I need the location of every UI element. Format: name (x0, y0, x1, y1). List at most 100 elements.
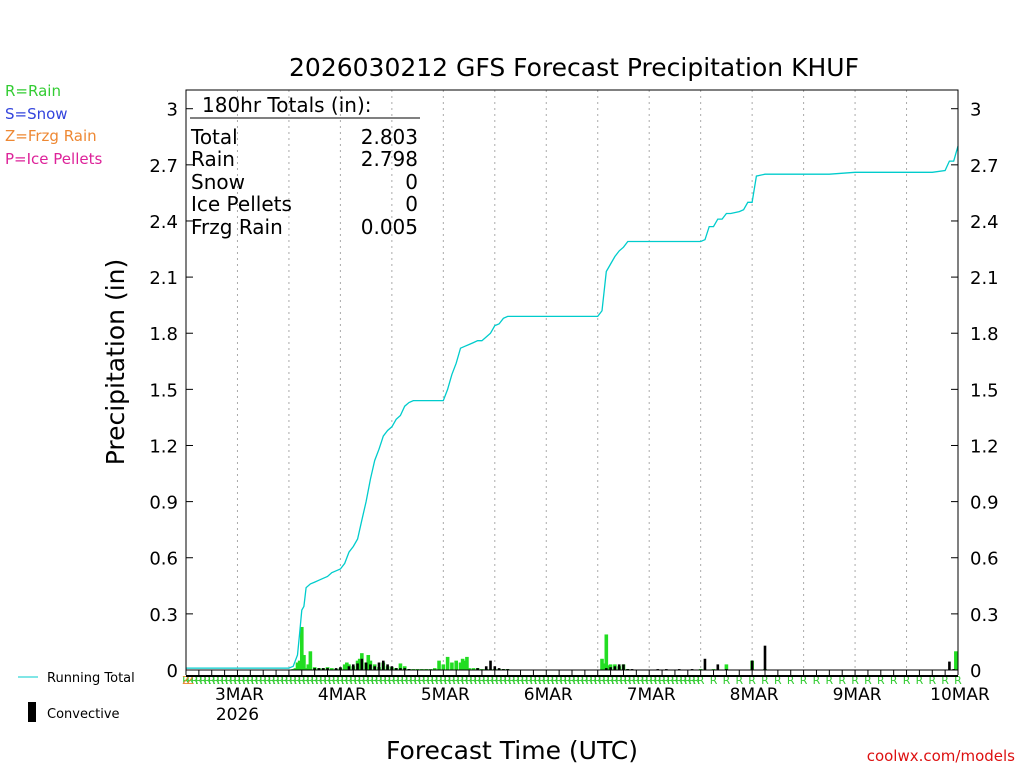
totals-value-ice: 0 (405, 192, 418, 216)
ptype-mark-rain: R (465, 674, 473, 687)
y-tick-label-right: 1.8 (970, 324, 999, 345)
ptype-mark-rain: R (186, 674, 194, 687)
ptype-mark-rain: R (628, 674, 636, 687)
convective-legend-swatch (28, 702, 36, 722)
ptype-mark-rain: R (289, 674, 297, 687)
ptype-mark-rain: R (427, 674, 435, 687)
convective-bar (386, 664, 389, 670)
ptype-mark-rain: R (585, 674, 593, 687)
convective-bar (317, 668, 321, 670)
convective-bar (356, 663, 359, 670)
convective-series (313, 645, 956, 671)
ptype-mark-rain: R (195, 674, 203, 687)
ptype-mark-rain: R (941, 674, 949, 687)
ptype-mark-rain: R (216, 674, 224, 687)
y-tick-label-left: 0.6 (149, 549, 178, 570)
y-tick-label-left: 0.9 (149, 493, 178, 514)
ptype-mark-rain: R (560, 674, 568, 687)
precip-bar (458, 662, 463, 670)
precip-bar (606, 665, 611, 670)
ptype-mark-frzg: Z (187, 674, 195, 687)
convective-bar (484, 666, 488, 670)
ptype-mark-rain: R (598, 674, 606, 687)
ptype-mark-rain: R (615, 674, 623, 687)
ptype-mark-rain: R (302, 674, 310, 687)
precip-bar (467, 668, 471, 670)
ptype-mark-rain: R (500, 674, 508, 687)
ptype-mark-rain: R (285, 674, 293, 687)
convective-bar (716, 664, 720, 670)
ptype-mark-rain: R (397, 674, 405, 687)
axes: 0 00.3 0.30.6 0.60.9 0.91.2 1.21.5 1.51.8 1.82.… (149, 89, 999, 725)
ptype-mark-rain: R (191, 674, 199, 687)
precip-bar (300, 626, 304, 670)
ptype-mark-rain: R (277, 674, 285, 687)
ptype-mark-rain: R (319, 674, 327, 687)
ptype-mark-rain: R (667, 674, 675, 687)
ptype-mark-rain: R (864, 674, 872, 687)
ptype-mark-rain: R (294, 674, 302, 687)
precip-bar (293, 668, 298, 670)
ptype-mark-rain: R (324, 674, 332, 687)
ptype-mark-rain: R (697, 674, 705, 687)
ptype-mark-rain: R (478, 674, 486, 687)
ptype-mark-rain: R (204, 674, 212, 687)
ptype-mark-rain: R (877, 674, 885, 687)
ptype-mark-rain: R (487, 674, 495, 687)
running-total-line (186, 145, 959, 669)
ptype-mark-rain: R (482, 674, 490, 687)
ptype-mark-rain: R (684, 674, 692, 687)
ptype-mark-rain: R (251, 674, 259, 687)
ptype-mark-rain: R (349, 674, 357, 687)
ptype-mark-rain: R (495, 674, 503, 687)
ptype-mark-rain: R (675, 674, 683, 687)
x-tick-label: 7MAR (627, 685, 676, 705)
precip-bar (295, 662, 300, 670)
ptype-mark-rain: R (405, 674, 413, 687)
y-tick-label-right: 0 (970, 661, 981, 682)
y-tick-label-right: 3 (970, 100, 981, 121)
ptype-marks: RRRRRRRRRRRRRRRRRRRRRRRRRRRRRRRRRRRRRRRR… (182, 674, 962, 687)
convective-bar (334, 668, 338, 670)
ptype-mark-rain: R (307, 674, 315, 687)
precip-bar (602, 663, 606, 670)
ptype-mark-rain: R (418, 674, 426, 687)
y-tick-label-left: 2.4 (149, 212, 178, 233)
running-total-series (186, 145, 959, 669)
ptype-mark-rain: R (787, 674, 795, 687)
totals-value-snow: 0 (405, 170, 418, 194)
ptype-mark-rain: R (530, 674, 538, 687)
ptype-mark-rain: R (645, 674, 653, 687)
ptype-mark-rain: R (517, 674, 525, 687)
y-tick-label-right: 1.2 (970, 436, 999, 457)
totals-value-rain: 2.798 (361, 147, 418, 171)
ptype-mark-frzg: Z (182, 674, 190, 687)
ptype-mark-rain: R (281, 674, 289, 687)
convective-bar (622, 664, 625, 670)
ptype-mark-rain: R (259, 674, 267, 687)
precip-bar (600, 658, 604, 670)
y-tick-label-left: 1.8 (149, 324, 178, 345)
ptype-mark-rain: R (723, 674, 731, 687)
ptype-mark-rain: R (264, 674, 272, 687)
ptype-mark-rain: R (890, 674, 898, 687)
convective-bar (763, 645, 767, 670)
ptype-mark-rain: R (826, 674, 834, 687)
convective-bar (394, 668, 398, 670)
y-axis-label: Precipitation (in) (101, 259, 130, 466)
ptype-legend-rain: R=Rain (5, 82, 61, 100)
ptype-mark-rain: R (658, 674, 666, 687)
ptype-mark-rain: R (903, 674, 911, 687)
precip-bar (306, 664, 311, 670)
y-tick-label-right: 2.1 (970, 268, 999, 289)
footer-credit: coolwx.com/models (867, 747, 1015, 765)
convective-bar (360, 658, 364, 670)
ptype-mark-rain: R (474, 674, 482, 687)
convective-bar (351, 664, 355, 670)
ptype-mark-rain: R (448, 674, 456, 687)
convective-bar (493, 666, 497, 670)
ptype-mark-rain: R (624, 674, 632, 687)
convective-bar (339, 667, 342, 670)
x-tick-sublabel: 2026 (216, 705, 259, 725)
ptype-mark-rain: R (735, 674, 743, 687)
